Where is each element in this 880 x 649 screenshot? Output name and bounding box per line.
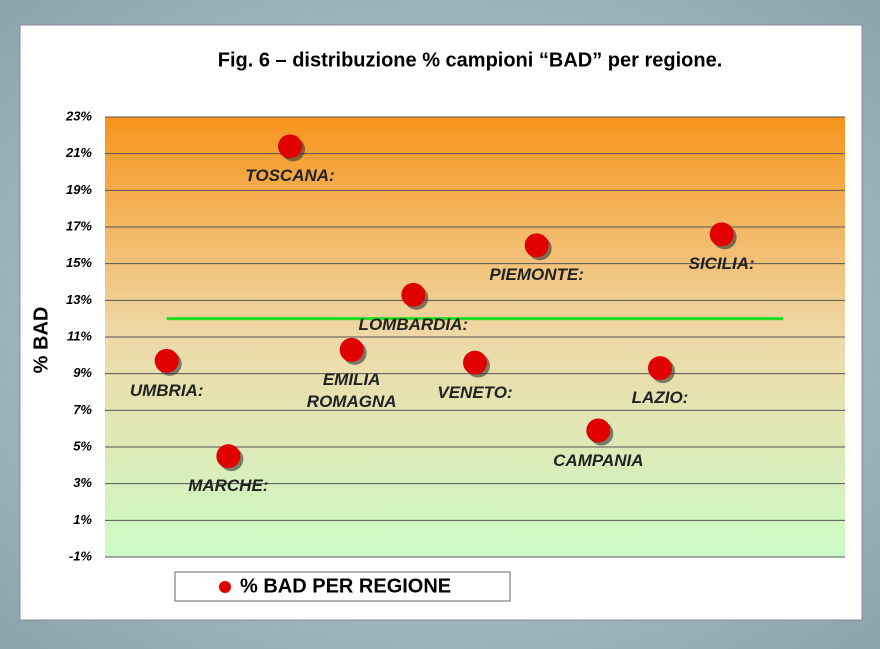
legend-marker (219, 581, 231, 593)
y-tick-label: 11% (67, 328, 92, 343)
y-tick-label: 1% (73, 512, 92, 527)
y-tick-label: 3% (73, 475, 92, 490)
point (278, 134, 302, 159)
y-tick-label: 13% (66, 292, 92, 307)
y-axis-label: % BAD (30, 307, 52, 374)
point (524, 233, 549, 258)
y-tick-label: 23% (65, 108, 92, 123)
point-label: TOSCANA: (245, 166, 335, 186)
point-label: CAMPANIA (553, 450, 644, 470)
y-tick-label: 7% (73, 402, 92, 417)
point-label: EMILIA ROMAGNA (306, 369, 397, 411)
y-tick-label: 17% (66, 218, 92, 233)
point (401, 282, 426, 307)
point (648, 356, 672, 381)
point (339, 337, 364, 362)
y-tick-label: 5% (73, 438, 92, 453)
point (154, 348, 179, 373)
point (586, 418, 611, 443)
point-label: UMBRIA: (129, 380, 204, 400)
point-label: SICILIA: (688, 254, 755, 274)
y-tick-label: 19% (66, 182, 92, 197)
point-label: PIEMONTE: (489, 265, 584, 285)
point (216, 444, 241, 469)
point-label: MARCHE: (188, 476, 269, 496)
chart-title: Fig. 6 – distribuzione % campioni “BAD” … (218, 49, 723, 71)
y-tick-label: 15% (66, 255, 92, 270)
point (463, 350, 487, 375)
y-tick-label: 21% (65, 145, 92, 160)
point (709, 222, 734, 247)
point-label: LOMBARDIA: (358, 314, 469, 334)
legend-label: % BAD PER REGIONE (240, 575, 451, 597)
point-label: LAZIO: (631, 388, 689, 408)
point-label: VENETO: (437, 382, 513, 402)
y-tick-label: 9% (73, 365, 92, 380)
y-tick-label: -1% (69, 548, 93, 563)
